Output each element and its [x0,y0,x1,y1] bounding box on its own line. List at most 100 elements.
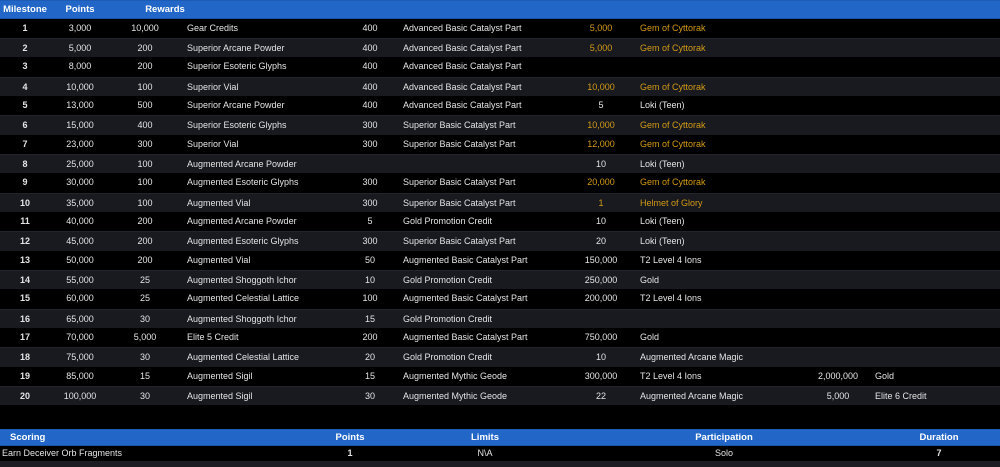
points-value: 55,000 [66,274,94,285]
reward-name: Augmented Shoggoth Ichor [187,274,297,285]
reward-name [870,232,1000,250]
reward-name: Helmet of Glory [640,197,703,208]
milestone-number: 12 [19,236,30,247]
reward-name [870,271,1000,289]
reward-name: Elite 6 Credit [875,391,927,402]
reward-qty [806,57,870,76]
reward-qty: 20,000 [587,177,615,188]
reward-qty: 10 [364,274,375,285]
reward-qty: 30 [139,313,150,324]
reward-qty [806,19,870,38]
milestone-row-14: 14 55,000 25 Augmented Shoggoth Ichor 10 Gold… [0,269,1000,290]
milestone-number: 17 [19,332,30,342]
scoring-header-row: Scoring Points Limits Participation Dura… [0,428,1000,446]
reward-name: Advanced Basic Catalyst Part [403,81,522,92]
milestone-row-10: 10 35,000 100 Augmented Vial 300 Superior Bas… [0,192,1000,212]
milestone-number: 5 [22,99,28,110]
milestone-row-19: 19 85,000 15 Augmented Sigil 15 Augmented Myt… [0,366,1000,387]
milestone-row-3: 3 8,000 200 Superior Esoteric Glyphs 400 Adva… [0,57,1000,77]
reward-qty: 10,000 [131,22,159,33]
reward-qty: 300 [362,197,378,208]
reward-qty: 30 [139,391,150,402]
points-value: 15,000 [66,120,94,131]
reward-qty: 15 [364,313,375,324]
points-value: 70,000 [66,332,94,342]
reward-name: Gold Promotion Credit [403,313,493,324]
scoring-points-column-header: Points [335,431,365,443]
milestone-row-11: 11 40,000 200 Augmented Arcane Powder 5 Gold … [0,211,1000,232]
reward-qty: 20 [595,236,606,247]
milestone-number: 7 [22,138,28,149]
reward-name: Augmented Shoggoth Ichor [187,313,297,324]
reward-qty: 50 [364,254,375,265]
reward-name: Gold [875,370,895,381]
reward-qty: 200 [137,254,153,265]
milestone-number: 16 [19,313,30,324]
milestone-row-16: 16 65,000 30 Augmented Shoggoth Ichor 15 Gold… [0,308,1000,328]
milestone-number: 2 [22,42,28,53]
milestone-row-18: 18 75,000 30 Augmented Celestial Lattice 20 G… [0,347,1000,367]
points-value: 40,000 [66,215,94,226]
reward-name [870,39,1000,57]
reward-name: Advanced Basic Catalyst Part [403,99,522,110]
reward-qty [806,155,870,173]
reward-qty: 250,000 [584,274,618,285]
points-value: 60,000 [66,293,94,304]
milestone-number: 10 [19,197,30,208]
reward-qty: 5,000 [589,22,613,33]
reward-name: Advanced Basic Catalyst Part [403,22,522,33]
reward-qty: 300 [362,236,378,247]
points-value: 75,000 [66,352,94,363]
duration-column-header: Duration [919,431,959,443]
reward-name [870,96,1000,115]
milestone-number: 3 [22,61,28,72]
milestone-number: 19 [19,370,30,381]
reward-qty [570,57,632,76]
scoring-row: Earn Deceiver Orb Fragments 1 N\A Solo 7 [0,445,1000,461]
reward-qty: 10 [595,158,606,169]
milestone-number: 13 [19,254,30,265]
reward-name: Gold [640,332,660,342]
reward-name: Gold Promotion Credit [403,274,493,285]
reward-name: Superior Basic Catalyst Part [403,177,516,188]
reward-name: Elite 5 Credit [187,332,239,342]
milestone-number: 1 [22,22,28,33]
reward-name: T2 Level 4 Ions [640,293,702,304]
reward-name: Advanced Basic Catalyst Part [403,61,522,72]
reward-qty: 100 [137,158,153,169]
points-value: 35,000 [66,197,94,208]
reward-qty: 300 [362,177,378,188]
reward-name: Gem of Cyttorak [640,138,706,149]
reward-name [870,155,1000,173]
milestone-row-17: 17 70,000 5,000 Elite 5 Credit 200 Augmented … [0,328,1000,348]
reward-name [400,155,570,173]
reward-qty: 400 [362,22,378,33]
scoring-duration-value: 7 [936,447,942,458]
bottom-strip [0,460,1000,467]
reward-name: Superior Vial [187,81,239,92]
reward-name: Augmented Vial [187,197,251,208]
reward-name [870,116,1000,134]
reward-name: T2 Level 4 Ions [640,370,702,381]
reward-qty: 150,000 [584,254,618,265]
reward-qty: 200 [362,332,378,342]
points-value: 8,000 [68,61,92,72]
section-gap [0,405,1000,429]
reward-name [870,135,1000,154]
reward-qty [806,232,870,250]
reward-qty [806,116,870,134]
points-value: 50,000 [66,254,94,265]
milestone-row-6: 6 15,000 400 Superior Esoteric Glyphs 300 Sup… [0,115,1000,135]
reward-name [870,289,1000,308]
reward-name [870,212,1000,231]
reward-qty: 10,000 [587,120,615,131]
milestone-number: 20 [19,391,30,402]
reward-name: Advanced Basic Catalyst Part [403,42,522,53]
milestone-row-5: 5 13,000 500 Superior Arcane Powder 400 Advan… [0,95,1000,116]
reward-qty: 100 [137,197,153,208]
reward-name: Augmented Basic Catalyst Part [403,293,528,304]
reward-name: Augmented Sigil [187,391,253,402]
reward-qty: 400 [362,42,378,53]
reward-qty [806,212,870,231]
reward-qty [806,251,870,270]
